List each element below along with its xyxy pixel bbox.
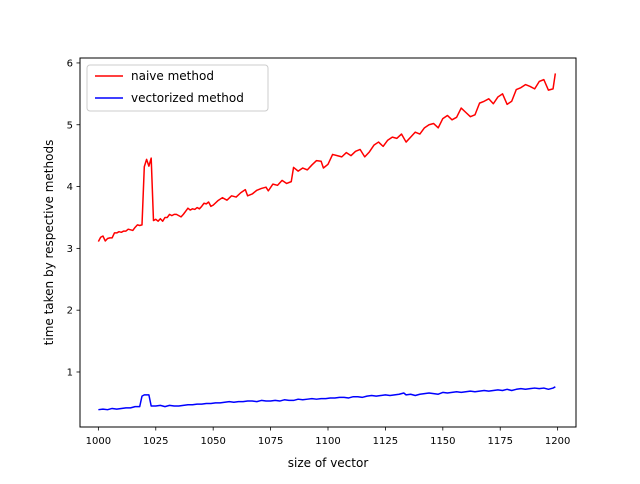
x-tick-label: 1000 [86, 436, 111, 447]
x-tick-label: 1050 [200, 436, 225, 447]
series-layer [97, 73, 557, 411]
x-tick-label: 1150 [430, 436, 455, 447]
y-tick-label: 5 [67, 120, 73, 131]
x-axis-ticks: 1000 1025 1050 1075 1100 1125 1150 1175 1200 [86, 427, 570, 447]
legend-label-1: naive method [131, 69, 214, 83]
y-axis-label: time taken by respective methods [42, 140, 56, 346]
y-tick-label: 1 [67, 367, 73, 378]
y-tick-label: 4 [67, 182, 73, 193]
x-tick-label: 1075 [258, 436, 283, 447]
x-tick-label: 1025 [143, 436, 168, 447]
legend-items: naive method vectorized method [95, 69, 244, 105]
y-axis-ticks: 1 2 3 4 5 6 [67, 58, 80, 378]
legend: naive method vectorized method [86, 64, 269, 112]
y-tick-label: 6 [67, 58, 73, 69]
x-tick-label: 1125 [373, 436, 398, 447]
x-tick-label: 1175 [487, 436, 512, 447]
legend-label-2: vectorized method [131, 91, 244, 105]
y-tick-label: 2 [67, 306, 73, 317]
series-line-2 [98, 386, 556, 411]
legend-box [86, 64, 269, 112]
series-line-1 [97, 73, 557, 242]
x-axis-label: size of vector [288, 456, 369, 470]
y-tick-label: 3 [67, 244, 73, 255]
x-tick-label: 1200 [545, 436, 570, 447]
x-tick-label: 1100 [315, 436, 340, 447]
